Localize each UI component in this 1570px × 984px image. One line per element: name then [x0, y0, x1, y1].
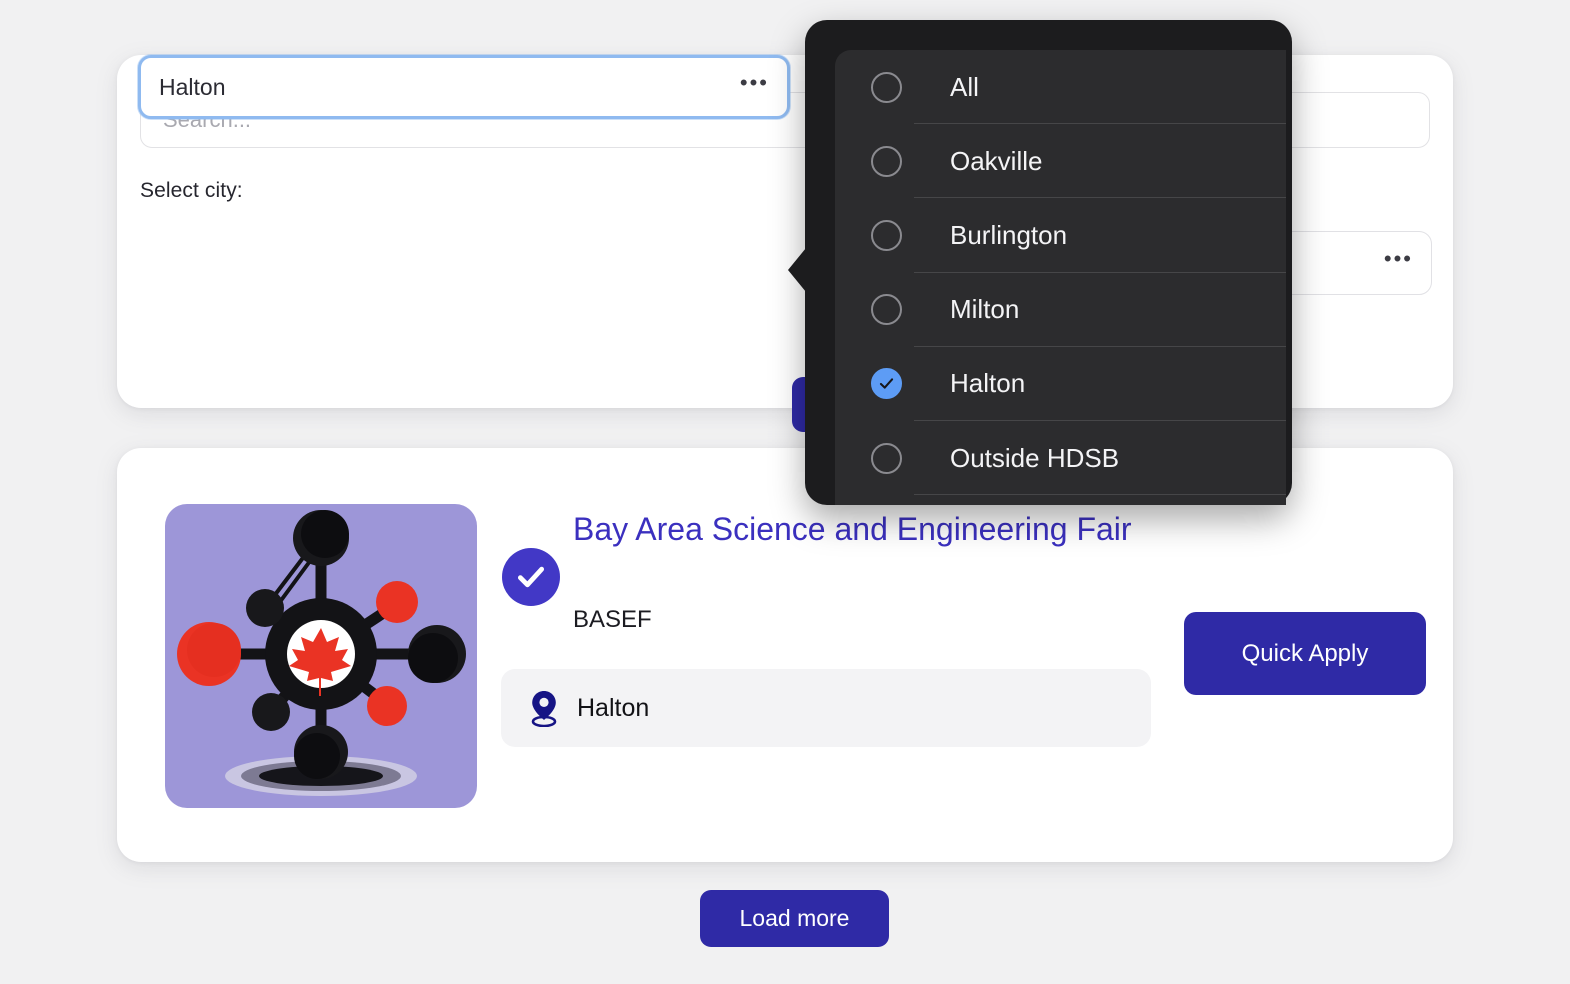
radio-unchecked-icon[interactable]	[871, 219, 902, 251]
dropdown-option-label: Oakville	[950, 145, 1043, 176]
location-chip: Halton	[501, 669, 1151, 747]
dropdown-divider	[914, 494, 1286, 496]
city-dropdown-list: All Oakville Burlington Milton Halton Outside…	[835, 50, 1286, 505]
quick-apply-button[interactable]: Quick Apply	[1184, 612, 1426, 695]
dropdown-divider	[914, 345, 1286, 347]
dropdown-option-milton[interactable]: Milton	[835, 273, 1286, 347]
ellipsis-icon[interactable]: •••	[739, 70, 769, 95]
dropdown-divider	[914, 123, 1286, 125]
location-pin-icon	[529, 689, 559, 728]
city-select-value: Halton	[159, 73, 226, 100]
dropdown-option-halton[interactable]: Halton	[835, 347, 1286, 421]
science-fair-logo	[165, 504, 477, 808]
radio-unchecked-icon[interactable]	[871, 145, 902, 177]
city-dropdown-menu[interactable]: All Oakville Burlington Milton Halton Outside…	[788, 20, 1292, 505]
city-select[interactable]: Halton •••	[138, 55, 790, 119]
radio-unchecked-icon[interactable]	[871, 71, 902, 103]
radio-checked-icon[interactable]	[871, 368, 902, 400]
dropdown-option-label: Burlington	[950, 219, 1068, 250]
load-more-button[interactable]: Load more	[700, 890, 889, 947]
radio-unchecked-icon[interactable]	[871, 442, 902, 474]
dropdown-option-burlington[interactable]: Burlington	[835, 198, 1286, 273]
dropdown-option-outside-hdsb[interactable]: Outside HDSB	[835, 421, 1286, 496]
ellipsis-icon-secondary[interactable]: •••	[1383, 246, 1413, 271]
verified-check-icon	[502, 548, 560, 606]
select-city-label: Select city:	[140, 179, 243, 202]
dropdown-option-label: All	[950, 71, 979, 102]
dropdown-divider	[914, 419, 1286, 421]
dropdown-option-all[interactable]: All	[835, 50, 1286, 125]
dropdown-option-label: Milton	[950, 294, 1020, 325]
radio-unchecked-icon[interactable]	[871, 294, 902, 326]
fair-result-card: Bay Area Science and Engineering Fair BA…	[117, 448, 1453, 862]
fair-title: Bay Area Science and Engineering Fair	[573, 511, 1132, 547]
dropdown-option-label: Outside HDSB	[950, 442, 1120, 473]
dropdown-divider	[914, 271, 1286, 273]
dropdown-option-oakville[interactable]: Oakville	[835, 124, 1286, 199]
dropdown-caret-icon	[788, 248, 806, 292]
fair-subtitle: BASEF	[573, 606, 652, 633]
dropdown-divider	[914, 197, 1286, 199]
secondary-select[interactable]: •••	[1280, 231, 1432, 295]
location-text: Halton	[577, 693, 650, 722]
dropdown-option-label: Halton	[950, 368, 1026, 399]
